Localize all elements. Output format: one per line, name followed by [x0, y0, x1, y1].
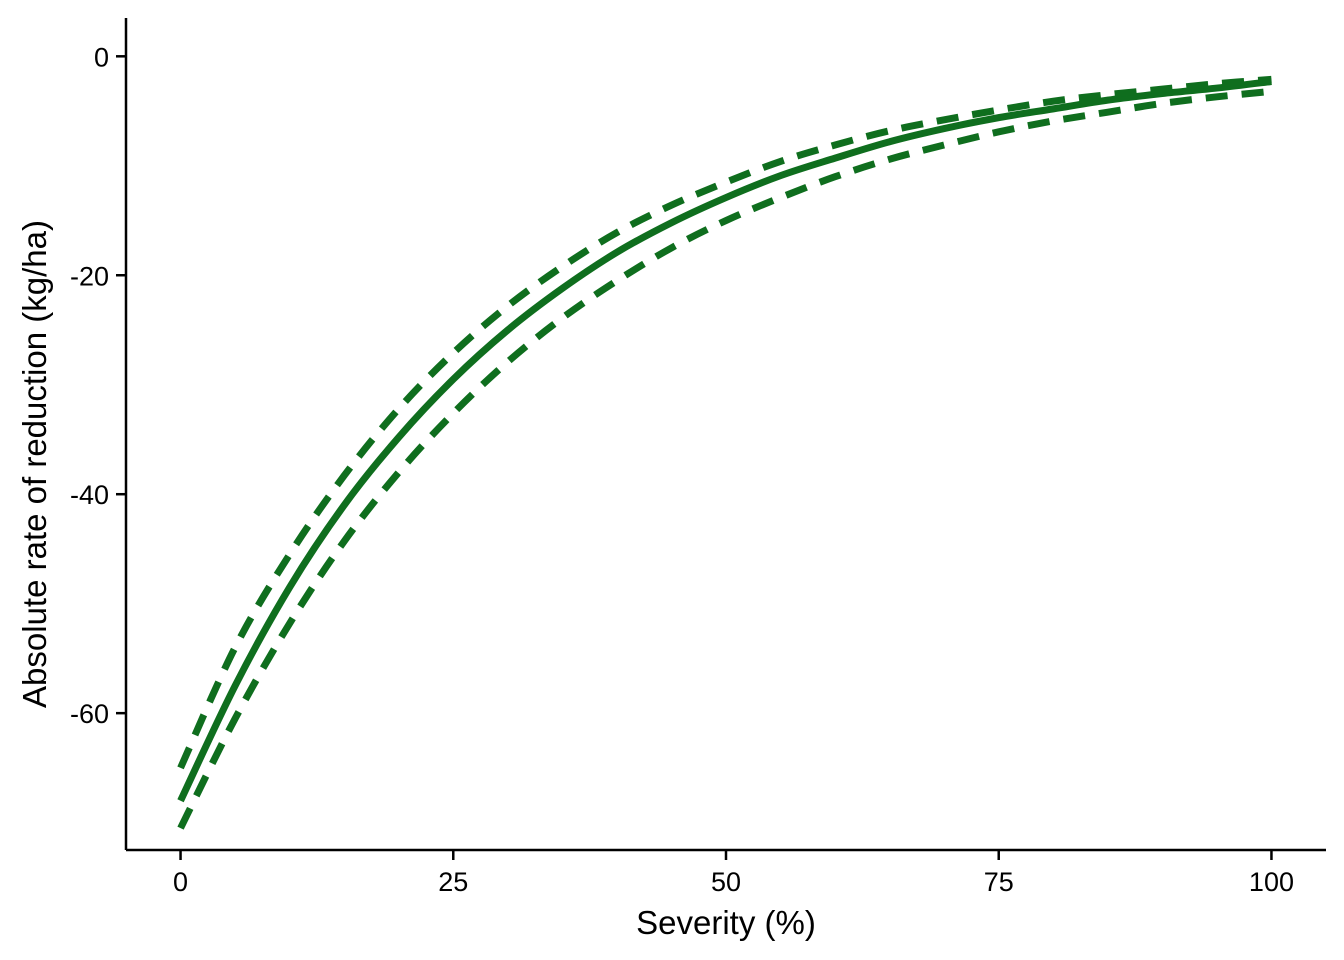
y-axis-ticks: -60 -40 -20 0 [70, 42, 126, 729]
x-tick-label: 0 [173, 867, 188, 897]
x-tick-label: 50 [711, 867, 741, 897]
y-tick-label: -20 [70, 261, 109, 291]
confidence-band-line [177, 75, 1272, 770]
y-tick-label: -60 [70, 699, 109, 729]
confidence-band-line [177, 87, 1272, 830]
y-tick-label: -40 [70, 480, 109, 510]
x-tick-label: 25 [438, 867, 468, 897]
x-axis-ticks: 0 25 50 75 100 [173, 850, 1294, 897]
x-tick-label: 75 [984, 867, 1014, 897]
x-axis-title: Severity (%) [636, 904, 816, 941]
fitted-curve-line [177, 78, 1272, 803]
y-tick-label: 0 [94, 42, 109, 72]
y-axis-title: Absolute rate of reduction (kg/ha) [16, 220, 53, 708]
x-tick-label: 100 [1249, 867, 1294, 897]
plot-lines [177, 75, 1272, 830]
